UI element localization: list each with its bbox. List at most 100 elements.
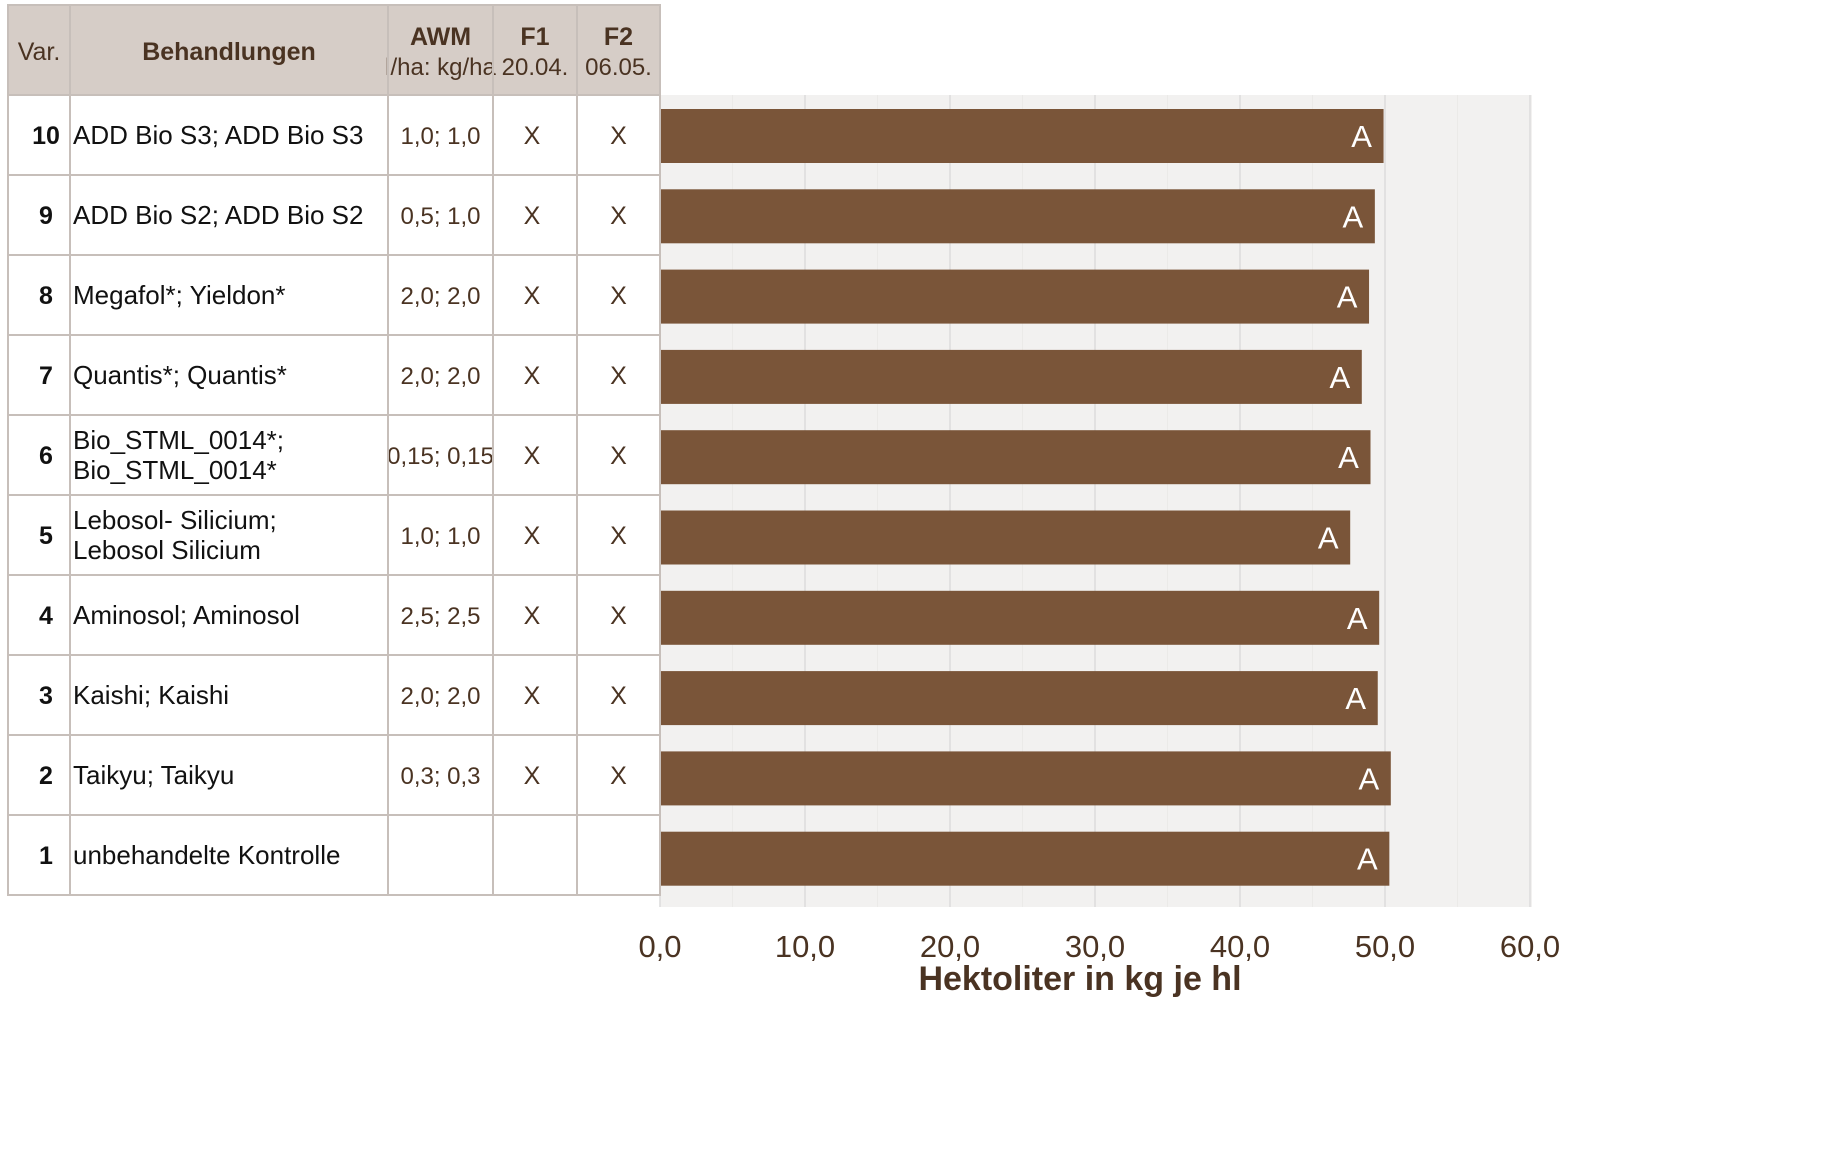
row-treatment: unbehandelte Kontrolle bbox=[73, 840, 340, 870]
bar-data-label: A bbox=[1351, 119, 1372, 154]
bar-data-label: A bbox=[1347, 601, 1368, 636]
x-tick-label: 30,0 bbox=[1065, 929, 1125, 964]
row-var-number: 8 bbox=[39, 282, 53, 310]
bar-var-8 bbox=[660, 269, 1370, 324]
bar-data-label: A bbox=[1345, 681, 1366, 716]
row-treatment: Bio_STML_0014*; bbox=[73, 425, 284, 455]
x-tick-label: 20,0 bbox=[920, 929, 980, 964]
bar-series bbox=[660, 109, 1391, 886]
row-f2-mark: X bbox=[610, 202, 627, 230]
table-row: 9 ADD Bio S2; ADD Bio S2 0,5; 1,0 X X bbox=[39, 200, 627, 230]
x-tick-label: 60,0 bbox=[1500, 929, 1560, 964]
table-grid-lines bbox=[7, 4, 661, 896]
row-f1-mark: X bbox=[524, 282, 541, 310]
row-f2-mark: X bbox=[610, 682, 627, 710]
x-tick-label: 0,0 bbox=[638, 929, 681, 964]
table-row: 8 Megafol*; Yieldon* 2,0; 2,0 X X bbox=[39, 280, 627, 310]
x-tick-label: 40,0 bbox=[1210, 929, 1270, 964]
bar-data-label: A bbox=[1329, 360, 1350, 395]
row-treatment: Megafol*; Yieldon* bbox=[73, 280, 285, 310]
row-awm: 0,3; 0,3 bbox=[400, 763, 480, 790]
bar-data-label: A bbox=[1337, 280, 1358, 315]
row-f1-mark: X bbox=[524, 442, 541, 470]
table-row: 6 Bio_STML_0014*;Bio_STML_0014* 0,15; 0,15… bbox=[39, 425, 627, 485]
row-f1-mark: X bbox=[524, 362, 541, 390]
treatment-table: Var. Behandlungen AWM l/ha: kg/ha F1 20.… bbox=[7, 4, 661, 896]
row-treatment: Taikyu; Taikyu bbox=[73, 760, 234, 790]
row-f1-mark: X bbox=[524, 682, 541, 710]
bar-var-4 bbox=[660, 590, 1380, 645]
row-f2-mark: X bbox=[610, 362, 627, 390]
table-row: 5 Lebosol- Silicium;Lebosol Silicium 1,0; … bbox=[39, 505, 627, 565]
table-row: 10 ADD Bio S3; ADD Bio S3 1,0; 1,0 X X bbox=[32, 120, 627, 150]
table-row: 7 Quantis*; Quantis* 2,0; 2,0 X X bbox=[39, 360, 627, 390]
header-f1-date: 20.04. bbox=[502, 54, 569, 81]
table-header-background bbox=[8, 5, 660, 95]
row-var-number: 5 bbox=[39, 522, 53, 550]
bar-data-label: A bbox=[1343, 199, 1364, 234]
row-awm: 0,15; 0,15 bbox=[387, 443, 494, 470]
row-f1-mark: X bbox=[524, 762, 541, 790]
row-f2-mark: X bbox=[610, 762, 627, 790]
row-f2-mark: X bbox=[610, 522, 627, 550]
row-awm: 0,5; 1,0 bbox=[400, 203, 480, 230]
header-treatment: Behandlungen bbox=[142, 38, 316, 66]
row-awm: 2,0; 2,0 bbox=[400, 363, 480, 390]
x-tick-label: 50,0 bbox=[1355, 929, 1415, 964]
row-f1-mark: X bbox=[524, 602, 541, 630]
bar-data-label: A bbox=[1338, 440, 1359, 475]
row-f2-mark: X bbox=[610, 442, 627, 470]
row-awm: 1,0; 1,0 bbox=[400, 123, 480, 150]
bar-var-7 bbox=[660, 349, 1362, 404]
row-f2-mark: X bbox=[610, 282, 627, 310]
row-var-number: 3 bbox=[39, 682, 53, 710]
row-treatment: Lebosol Silicium bbox=[73, 535, 261, 565]
header-var: Var. bbox=[18, 38, 61, 66]
bar-var-5 bbox=[660, 510, 1351, 565]
header-f2: F2 bbox=[604, 23, 633, 51]
table-row: 2 Taikyu; Taikyu 0,3; 0,3 X X bbox=[39, 760, 627, 790]
row-awm: 1,0; 1,0 bbox=[400, 523, 480, 550]
row-f1-mark: X bbox=[524, 202, 541, 230]
row-treatment: ADD Bio S2; ADD Bio S2 bbox=[73, 200, 363, 230]
row-var-number: 7 bbox=[39, 362, 53, 390]
table-row: 4 Aminosol; Aminosol 2,5; 2,5 X X bbox=[39, 600, 627, 630]
row-treatment: Kaishi; Kaishi bbox=[73, 680, 229, 710]
table-rows: 10 ADD Bio S3; ADD Bio S3 1,0; 1,0 X X 9 ADD B… bbox=[32, 120, 627, 870]
bar-var-10 bbox=[660, 109, 1384, 163]
row-f1-mark: X bbox=[524, 122, 541, 150]
row-treatment: Quantis*; Quantis* bbox=[73, 360, 287, 390]
bar-data-label: A bbox=[1318, 521, 1339, 556]
bar-var-1 bbox=[660, 831, 1390, 886]
table-row: 1 unbehandelte Kontrolle bbox=[39, 840, 340, 870]
x-axis-title: Hektoliter in kg je hl bbox=[918, 960, 1241, 998]
bar-data-label: A bbox=[1358, 761, 1379, 796]
row-f2-mark: X bbox=[610, 602, 627, 630]
row-var-number: 1 bbox=[39, 842, 53, 870]
row-var-number: 4 bbox=[39, 602, 53, 630]
row-var-number: 9 bbox=[39, 202, 53, 230]
row-treatment: Aminosol; Aminosol bbox=[73, 600, 300, 630]
row-f2-mark: X bbox=[610, 122, 627, 150]
row-var-number: 10 bbox=[32, 122, 60, 150]
header-f2-date: 06.05. bbox=[585, 54, 652, 81]
bar-var-9 bbox=[660, 189, 1375, 244]
row-awm: 2,0; 2,0 bbox=[400, 283, 480, 310]
header-f1: F1 bbox=[520, 23, 549, 51]
header-awm: AWM bbox=[410, 23, 471, 51]
bar-var-6 bbox=[660, 430, 1371, 485]
table-row: 3 Kaishi; Kaishi 2,0; 2,0 X X bbox=[39, 680, 627, 710]
row-treatment: ADD Bio S3; ADD Bio S3 bbox=[73, 120, 363, 150]
row-treatment: Bio_STML_0014* bbox=[73, 455, 277, 485]
bar-data-label: A bbox=[1357, 842, 1378, 877]
row-awm: 2,5; 2,5 bbox=[400, 603, 480, 630]
bar-labels: A A A A A A A A A A bbox=[1318, 119, 1380, 877]
header-awm-unit: l/ha: kg/ha bbox=[385, 54, 496, 81]
row-var-number: 2 bbox=[39, 762, 53, 790]
bar-var-2 bbox=[660, 751, 1391, 806]
row-f1-mark: X bbox=[524, 522, 541, 550]
row-awm: 2,0; 2,0 bbox=[400, 683, 480, 710]
x-axis-ticks: 0,0 10,0 20,0 30,0 40,0 50,0 60,0 bbox=[638, 929, 1560, 964]
x-tick-label: 10,0 bbox=[775, 929, 835, 964]
